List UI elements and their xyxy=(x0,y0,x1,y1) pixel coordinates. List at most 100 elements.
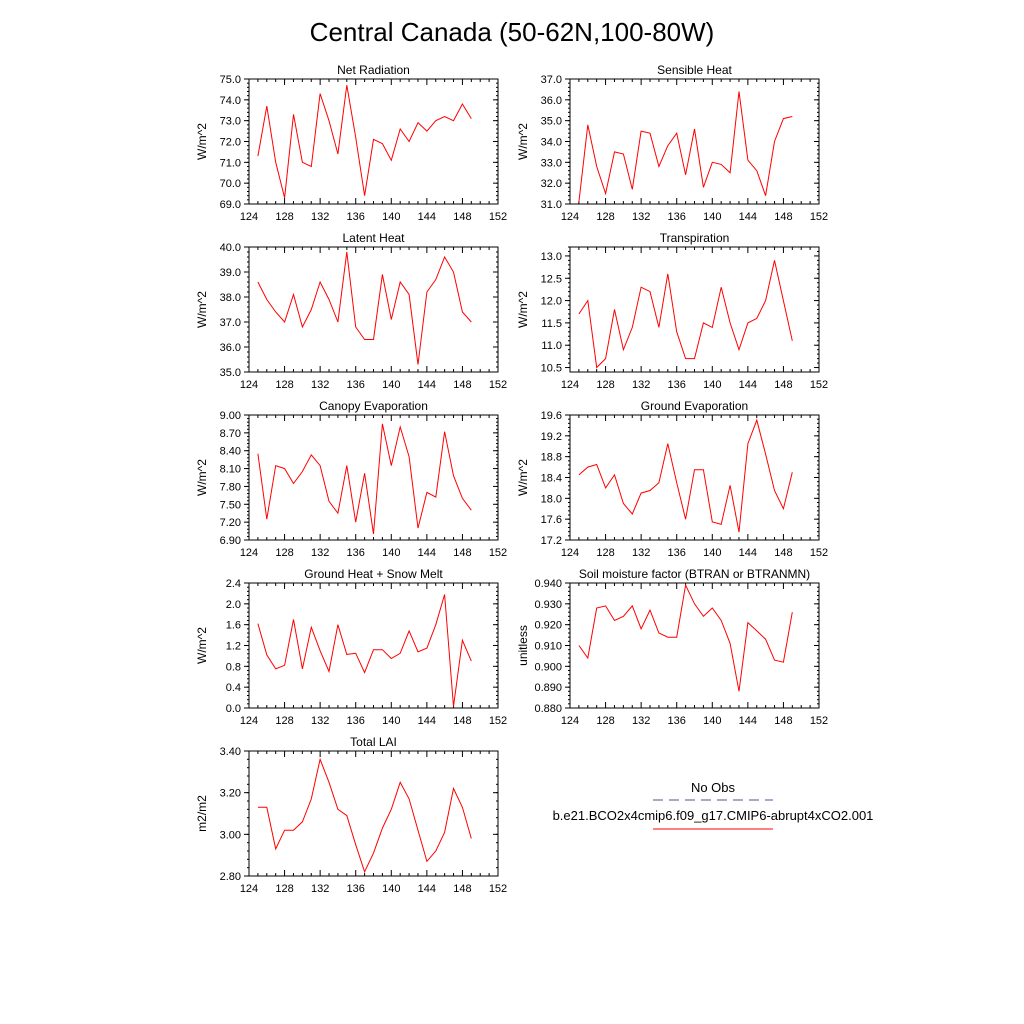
x-tick-label: 148 xyxy=(453,883,471,895)
y-tick-label: 8.10 xyxy=(220,464,241,476)
x-tick-label: 144 xyxy=(739,715,757,727)
figure-title: Central Canada (50-62N,100-80W) xyxy=(310,17,715,47)
y-tick-label: 3.00 xyxy=(220,829,241,841)
x-tick-label: 132 xyxy=(311,379,329,391)
y-tick-label: 32.0 xyxy=(541,178,562,190)
series-line-1 xyxy=(257,251,472,365)
y-tick-label: 73.0 xyxy=(220,116,241,128)
y-tick-label: 17.2 xyxy=(541,535,562,547)
x-tick-label: 128 xyxy=(596,547,614,559)
x-tick-label: 152 xyxy=(810,379,828,391)
y-tick-label: 0.900 xyxy=(534,661,562,673)
x-tick-label: 140 xyxy=(703,379,721,391)
series-line-1 xyxy=(578,418,793,533)
y-tick-label: 36.0 xyxy=(541,95,562,107)
y-tick-label: 39.0 xyxy=(220,267,241,279)
x-tick-label: 144 xyxy=(739,211,757,223)
y-tick-label: 18.8 xyxy=(541,452,562,464)
y-axis-label: W/m^2 xyxy=(516,459,530,496)
x-tick-label: 124 xyxy=(240,547,258,559)
chart-panel-5: Canopy Evaporation W/m^2 124 128 132 136 140 14… xyxy=(195,399,507,559)
y-tick-label: 19.6 xyxy=(541,410,562,422)
y-tick-label: 35.0 xyxy=(220,367,241,379)
series-line-1 xyxy=(578,91,793,202)
x-tick-label: 152 xyxy=(810,547,828,559)
x-tick-label: 140 xyxy=(703,547,721,559)
x-tick-label: 136 xyxy=(347,211,365,223)
panel-title: Sensible Heat xyxy=(657,63,732,77)
x-tick-label: 140 xyxy=(703,211,721,223)
x-tick-label: 124 xyxy=(561,547,579,559)
plot-frame xyxy=(248,414,499,541)
chart-panel-7: Ground Heat + Snow Melt W/m^2 124 128 132 136… xyxy=(195,567,507,727)
y-tick-label: 0.910 xyxy=(534,641,562,653)
x-tick-label: 140 xyxy=(382,379,400,391)
panel-title: Total LAI xyxy=(350,735,397,749)
x-tick-label: 136 xyxy=(347,379,365,391)
y-axis-label: unitless xyxy=(516,625,530,666)
y-tick-label: 3.20 xyxy=(220,788,241,800)
y-tick-label: 0.930 xyxy=(534,599,562,611)
y-tick-label: 0.880 xyxy=(534,703,562,715)
x-tick-label: 136 xyxy=(347,547,365,559)
chart-panel-4: Transpiration W/m^2 124 128 132 136 140 144 148 1… xyxy=(516,231,828,391)
x-tick-label: 136 xyxy=(347,715,365,727)
y-tick-label: 7.20 xyxy=(220,517,241,529)
legend: No Obs b.e21.BCO2x4cmip6.f09_g17.CMIP6-a… xyxy=(553,780,873,830)
x-tick-label: 148 xyxy=(453,715,471,727)
plot-frame xyxy=(248,750,499,877)
y-tick-label: 18.4 xyxy=(541,473,562,485)
plot-frame xyxy=(248,582,499,709)
x-tick-label: 136 xyxy=(347,883,365,895)
y-tick-label: 2.4 xyxy=(226,578,241,590)
x-tick-label: 144 xyxy=(418,715,436,727)
y-axis-label: W/m^2 xyxy=(195,291,209,328)
chart-panel-9: Total LAI m2/m2 124 128 132 136 140 144 148 152 2.… xyxy=(195,735,507,895)
panel-grid: Net Radiation W/m^2 124 128 132 136 140 144 148 1… xyxy=(195,63,828,895)
y-tick-label: 19.2 xyxy=(541,431,562,443)
y-tick-label: 69.0 xyxy=(220,199,241,211)
x-tick-label: 152 xyxy=(489,211,507,223)
y-tick-label: 0.920 xyxy=(534,620,562,632)
x-tick-label: 144 xyxy=(418,883,436,895)
y-tick-label: 8.40 xyxy=(220,446,241,458)
series-line-1 xyxy=(257,423,472,535)
legend-obs-label: No Obs xyxy=(691,780,736,795)
y-tick-label: 35.0 xyxy=(541,116,562,128)
x-tick-label: 132 xyxy=(311,883,329,895)
x-tick-label: 152 xyxy=(489,547,507,559)
series-line-1 xyxy=(257,594,472,707)
y-tick-label: 31.0 xyxy=(541,199,562,211)
y-tick-label: 2.80 xyxy=(220,871,241,883)
x-tick-label: 128 xyxy=(596,715,614,727)
x-tick-label: 128 xyxy=(596,211,614,223)
x-tick-label: 140 xyxy=(382,547,400,559)
x-tick-label: 132 xyxy=(632,547,650,559)
y-tick-label: 37.0 xyxy=(220,317,241,329)
y-axis-label: W/m^2 xyxy=(195,459,209,496)
x-tick-label: 144 xyxy=(418,211,436,223)
plot-frame xyxy=(569,414,820,541)
panel-title: Soil moisture factor (BTRAN or BTRANMN) xyxy=(579,567,810,581)
y-tick-label: 18.0 xyxy=(541,493,562,505)
x-tick-label: 148 xyxy=(453,211,471,223)
y-tick-label: 13.0 xyxy=(541,251,562,263)
x-tick-label: 128 xyxy=(275,883,293,895)
x-tick-label: 128 xyxy=(275,715,293,727)
x-tick-label: 136 xyxy=(668,211,686,223)
y-axis-label: m2/m2 xyxy=(195,795,209,832)
y-tick-label: 40.0 xyxy=(220,242,241,254)
x-tick-label: 140 xyxy=(382,715,400,727)
y-tick-label: 70.0 xyxy=(220,178,241,190)
y-tick-label: 0.4 xyxy=(226,682,241,694)
x-tick-label: 132 xyxy=(311,715,329,727)
x-tick-label: 148 xyxy=(774,547,792,559)
x-tick-label: 124 xyxy=(561,379,579,391)
x-tick-label: 132 xyxy=(311,211,329,223)
y-tick-label: 34.0 xyxy=(541,137,562,149)
x-tick-label: 128 xyxy=(275,547,293,559)
y-tick-label: 72.0 xyxy=(220,137,241,149)
y-tick-label: 38.0 xyxy=(220,292,241,304)
x-tick-label: 140 xyxy=(382,883,400,895)
